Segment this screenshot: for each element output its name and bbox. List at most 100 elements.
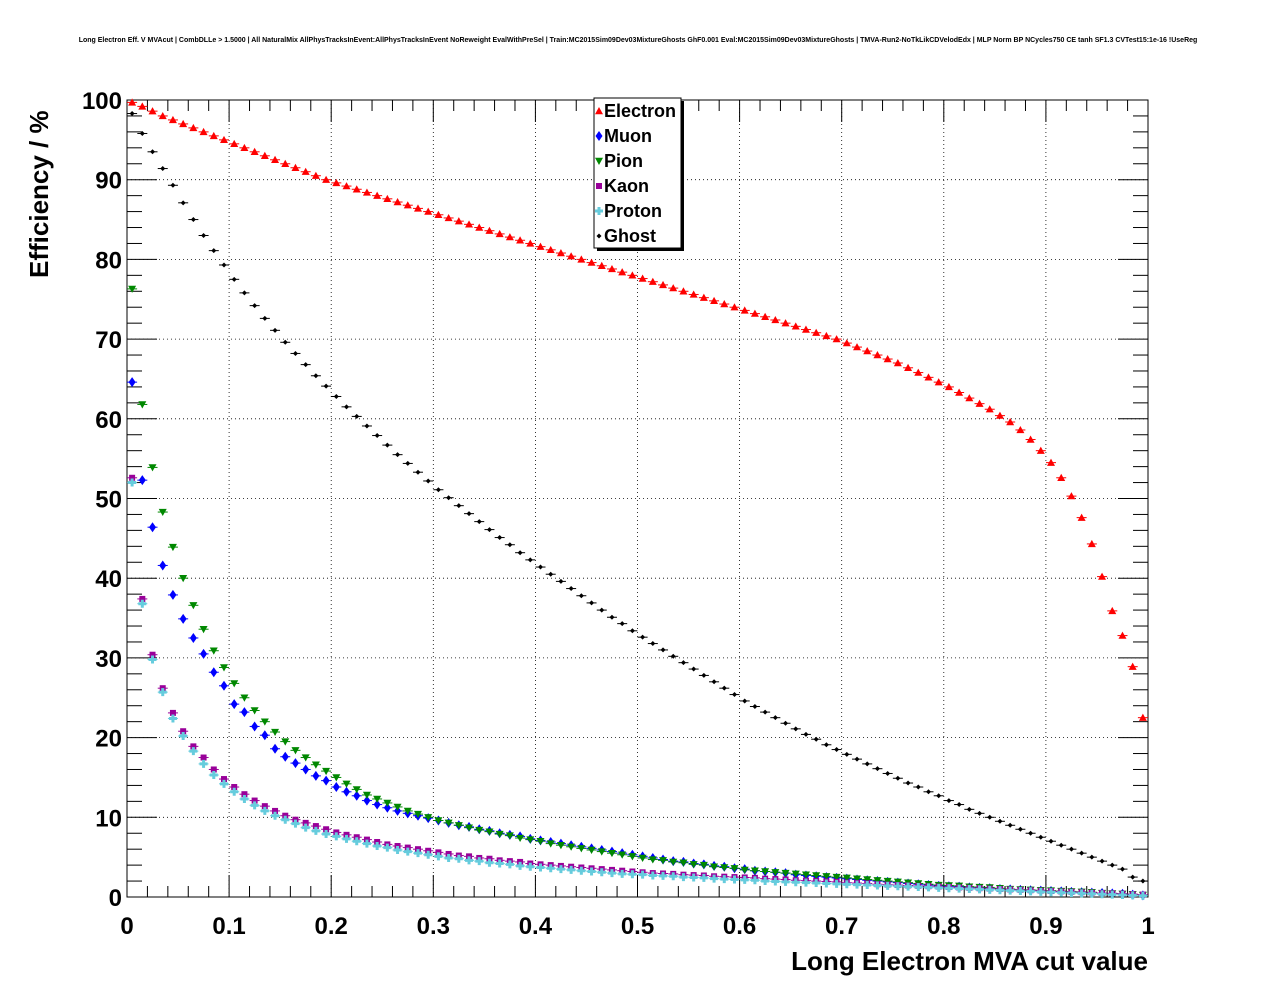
data-point [650, 641, 656, 647]
data-point [303, 362, 309, 368]
data-point [353, 790, 361, 801]
data-point [393, 198, 402, 206]
data-point [1047, 458, 1056, 466]
data-point [638, 274, 647, 282]
data-point [332, 178, 341, 187]
data-point [322, 175, 331, 183]
data-point [699, 293, 708, 301]
data-point [589, 600, 595, 606]
data-point [975, 399, 984, 407]
data-point [332, 774, 341, 782]
data-point [526, 239, 535, 247]
data-point [138, 401, 147, 409]
data-point [761, 877, 770, 886]
data-point [179, 575, 188, 583]
data-point [710, 296, 719, 305]
data-point [924, 883, 933, 892]
data-point [322, 767, 331, 776]
data-point [842, 880, 851, 889]
data-point [434, 210, 443, 218]
data-point [454, 822, 463, 830]
data-point [189, 747, 198, 756]
data-point [832, 335, 841, 343]
data-point [485, 858, 494, 867]
data-point [179, 732, 188, 741]
data-point [190, 743, 197, 750]
data-point [219, 135, 228, 144]
data-point [505, 233, 514, 241]
data-point [618, 268, 627, 276]
data-point [638, 854, 647, 862]
data-point [138, 475, 146, 486]
data-point [1099, 858, 1105, 864]
data-point [373, 841, 382, 850]
data-point [863, 876, 872, 884]
data-point [587, 258, 596, 266]
y-tick-label: 30 [95, 646, 122, 673]
data-point [648, 856, 657, 864]
series-electron [127, 98, 1148, 721]
data-point [170, 182, 176, 188]
data-point [1118, 631, 1127, 639]
data-point [384, 442, 390, 448]
data-point [434, 852, 443, 861]
data-point [1057, 888, 1066, 897]
series-kaon [127, 474, 1148, 898]
data-point [853, 875, 862, 883]
data-point [669, 872, 678, 881]
data-point [271, 811, 280, 820]
data-point [966, 806, 972, 812]
data-point [149, 651, 156, 658]
data-point [936, 793, 942, 799]
data-point [944, 382, 953, 391]
data-point [567, 252, 576, 260]
data-point [466, 511, 472, 517]
data-point [752, 704, 758, 710]
data-point [454, 217, 463, 225]
data-point [128, 98, 137, 106]
data-point [1006, 886, 1015, 895]
y-tick-label: 90 [95, 168, 122, 195]
data-point [1077, 513, 1086, 521]
data-point [609, 614, 615, 620]
data-point [619, 621, 625, 627]
data-point [771, 315, 780, 324]
data-point [801, 871, 810, 879]
data-point [251, 721, 259, 732]
data-point [302, 764, 310, 775]
data-point [241, 791, 248, 798]
data-point [761, 868, 770, 876]
data-point [281, 738, 290, 746]
data-point [219, 779, 228, 788]
data-point [383, 843, 392, 852]
data-point [272, 327, 278, 333]
data-point [679, 287, 688, 295]
data-point [405, 460, 411, 466]
data-point [885, 770, 891, 776]
data-point [465, 220, 474, 228]
data-point [965, 885, 974, 894]
data-point [1130, 874, 1136, 880]
data-point [720, 875, 729, 884]
data-point [679, 859, 688, 867]
data-point [373, 795, 382, 803]
data-point [699, 861, 708, 870]
data-point [230, 787, 239, 796]
data-point [546, 245, 555, 254]
data-point [812, 879, 821, 888]
data-point [475, 826, 484, 835]
data-point [220, 776, 227, 783]
data-point [893, 359, 902, 367]
data-point [332, 832, 341, 841]
data-point [1108, 890, 1117, 899]
data-point [465, 824, 474, 832]
data-point [587, 846, 596, 854]
data-point [476, 519, 482, 525]
data-point [210, 766, 217, 773]
data-point [985, 405, 994, 413]
data-point [311, 826, 320, 835]
data-point [282, 339, 288, 345]
data-point [822, 873, 831, 881]
data-point [1118, 891, 1127, 900]
